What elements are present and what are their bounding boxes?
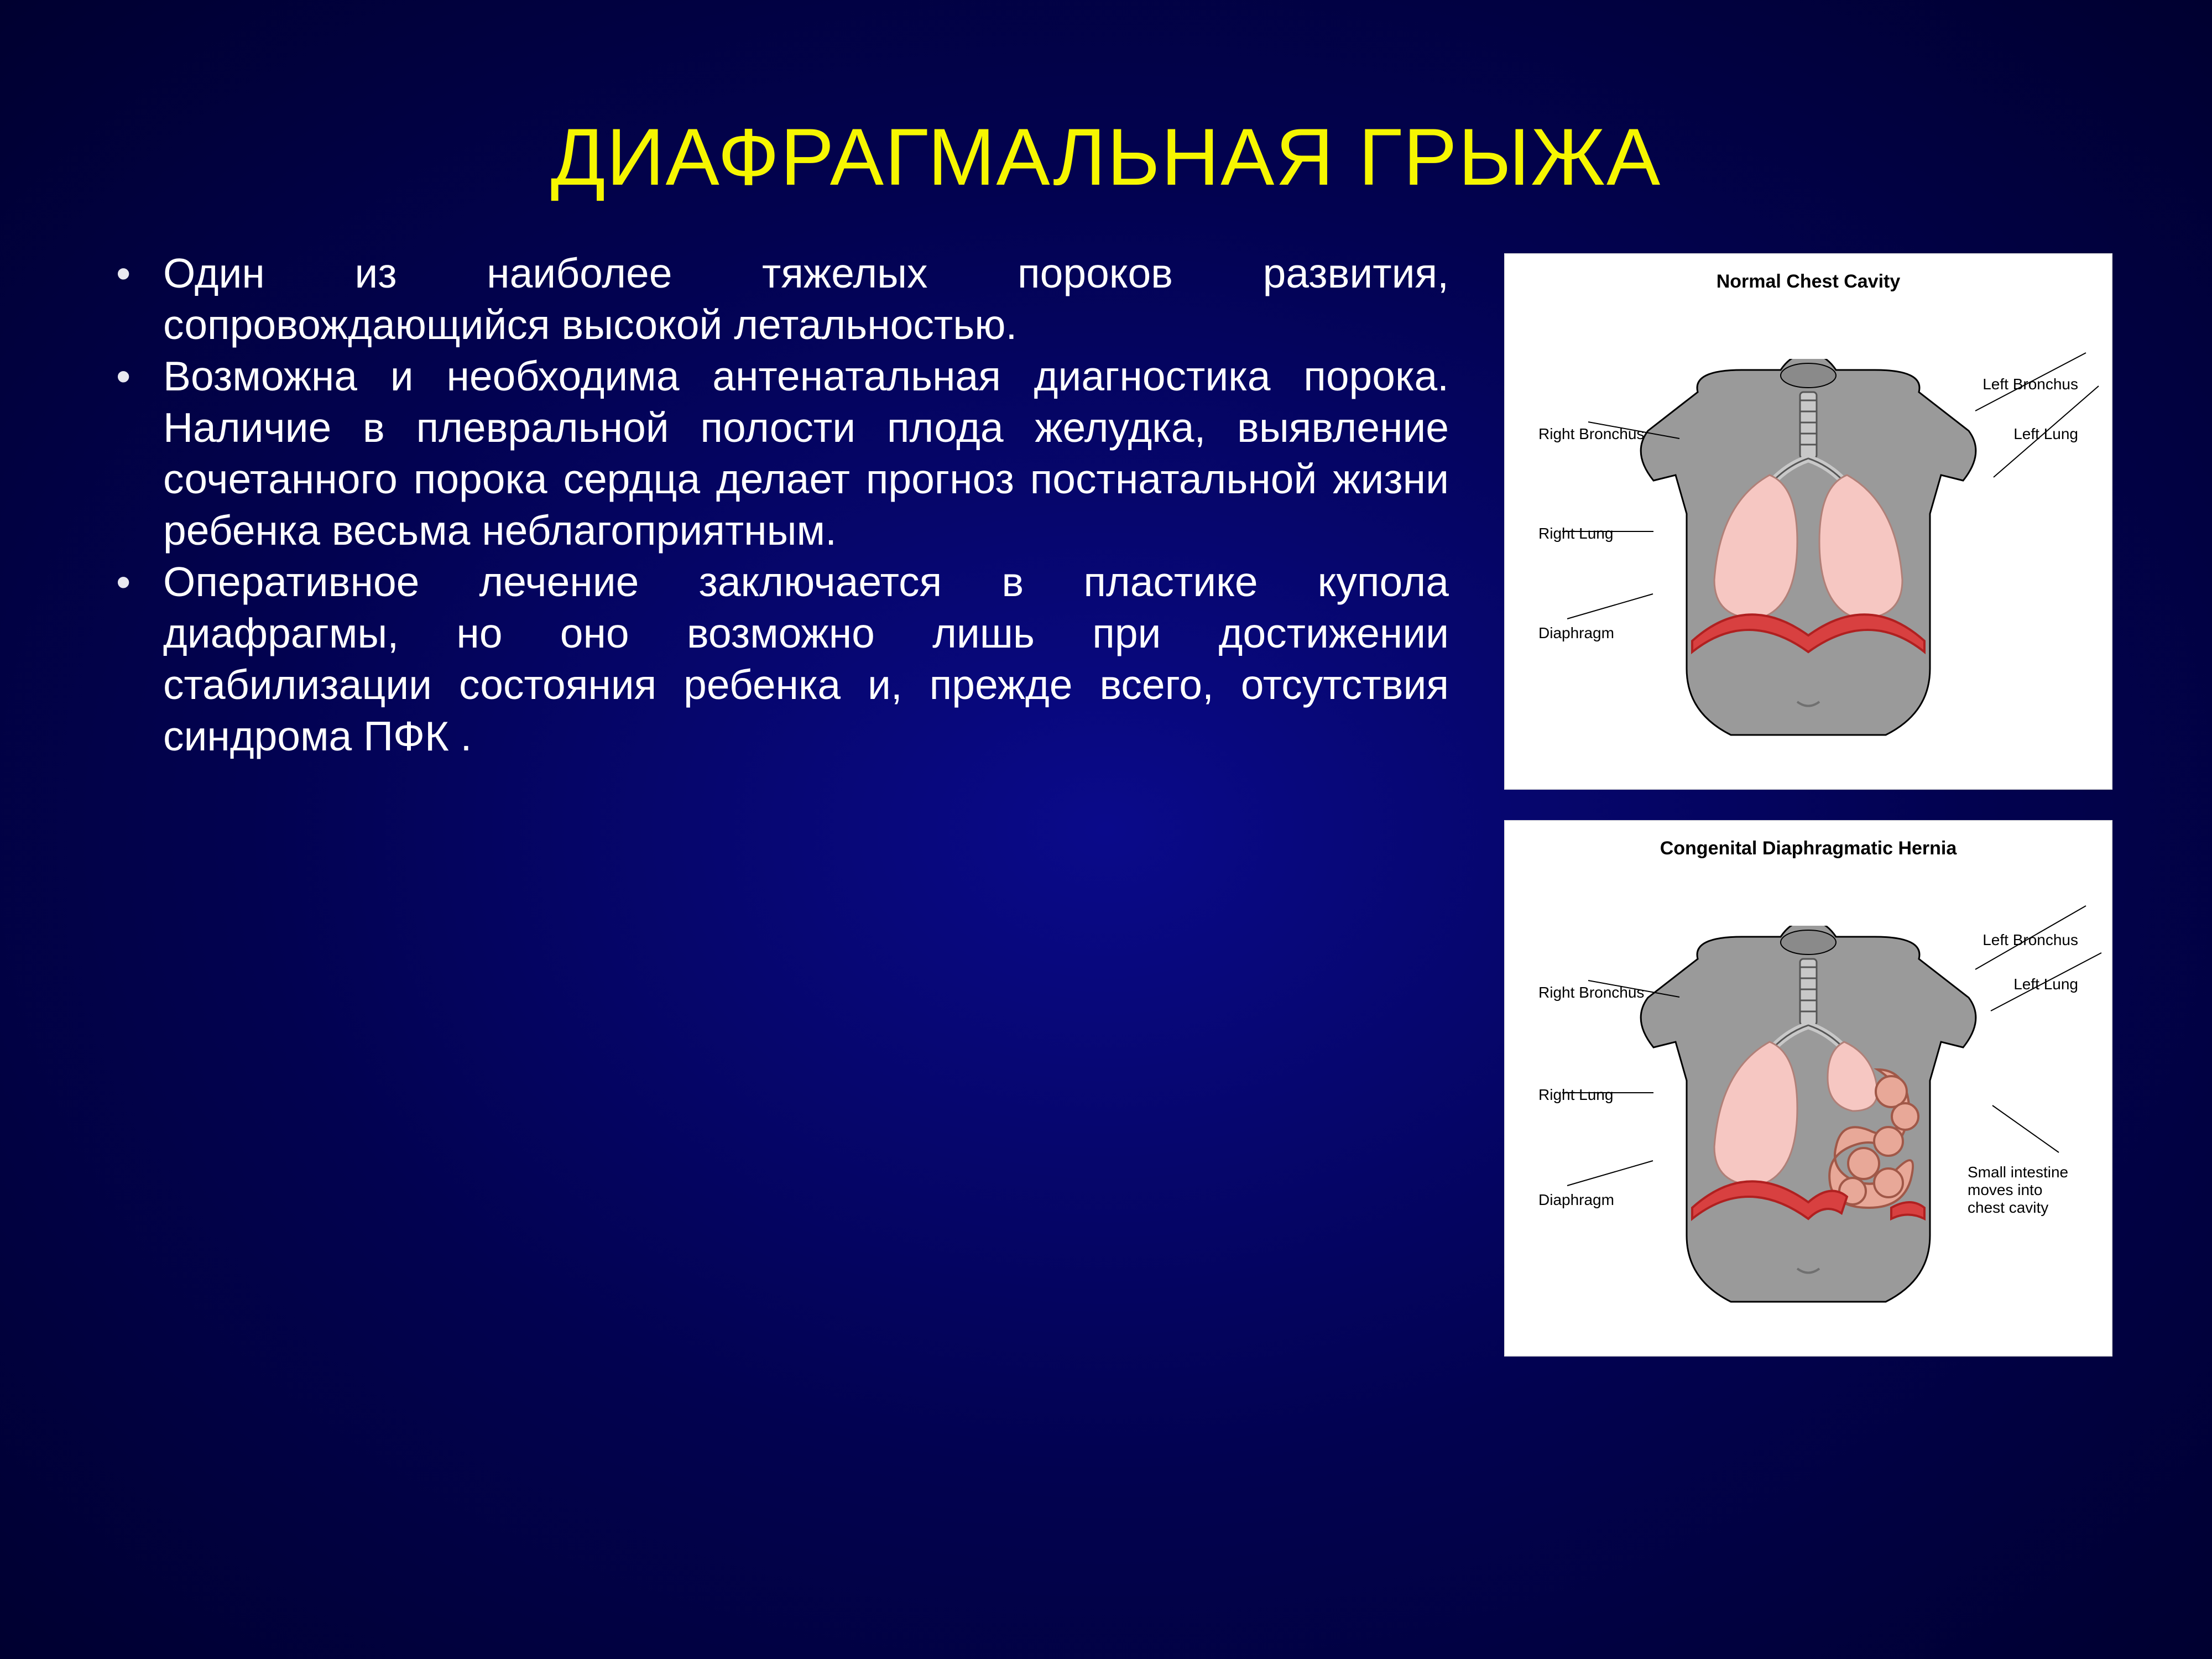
label-diaphragm: Diaphragm xyxy=(1538,1191,1614,1208)
figure-normal-body: Right Bronchus Left Bronchus Right Lung … xyxy=(1519,298,2098,760)
figure-normal: Normal Chest Cavity xyxy=(1504,253,2112,790)
label-intestine-note: Small intestine moves into chest cavity xyxy=(1968,1164,2084,1217)
figure-cdh-title: Congenital Diaphragmatic Hernia xyxy=(1519,838,2098,859)
slide-title: ДИАФРАГМАЛЬНАЯ ГРЫЖА xyxy=(0,0,2212,248)
figure-cdh: Congenital Diaphragmatic Hernia xyxy=(1504,820,2112,1357)
slide-content: Один из наиболее тяжелых пороков развити… xyxy=(0,248,2212,1659)
label-diaphragm: Diaphragm xyxy=(1538,624,1614,641)
figure-cdh-body: Right Bronchus Left Bronchus Right Lung … xyxy=(1519,865,2098,1327)
torso-normal-icon xyxy=(1631,359,1985,746)
bullet-item: Оперативное лечение заключается в пласти… xyxy=(111,556,1449,762)
figure-normal-title: Normal Chest Cavity xyxy=(1519,271,2098,293)
bullet-item: Возможна и необходима антенатальная диаг… xyxy=(111,351,1449,556)
torso-cdh-icon xyxy=(1631,926,1985,1313)
slide: ДИАФРАГМАЛЬНАЯ ГРЫЖА Один из наиболее тя… xyxy=(0,0,2212,1659)
bullet-item: Один из наиболее тяжелых пороков развити… xyxy=(111,248,1449,351)
bullet-list: Один из наиболее тяжелых пороков развити… xyxy=(111,248,1449,762)
figure-column: Normal Chest Cavity xyxy=(1504,248,2112,1559)
text-column: Один из наиболее тяжелых пороков развити… xyxy=(111,248,1449,1559)
